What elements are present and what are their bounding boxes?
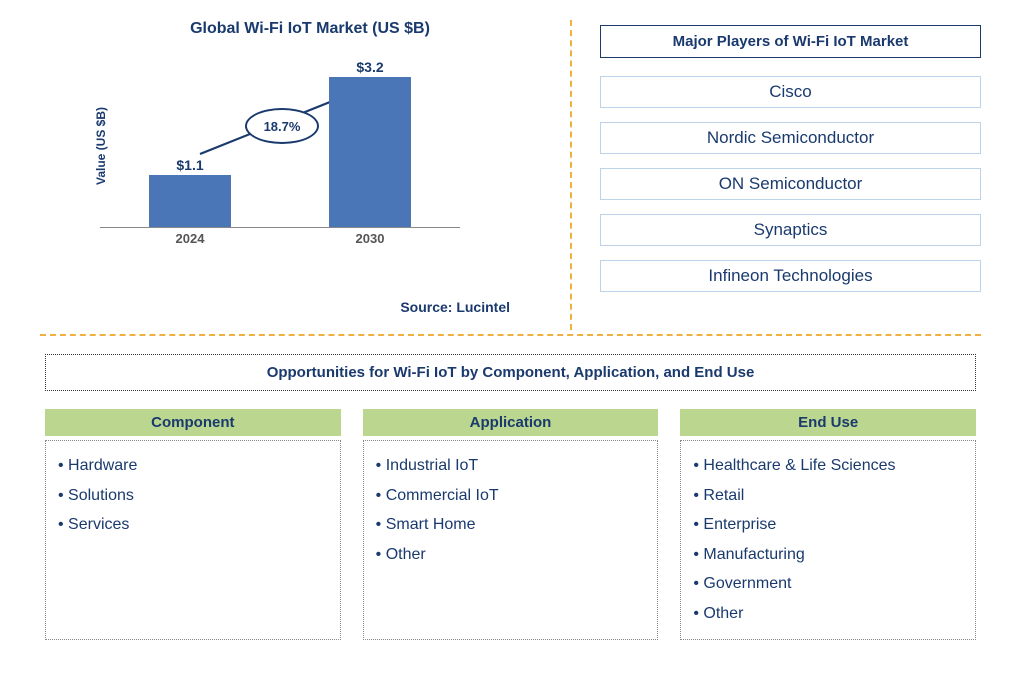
opportunity-column: Application • Industrial IoT• Commercial … bbox=[363, 409, 659, 640]
opportunity-column: Component • Hardware• Solutions• Services bbox=[45, 409, 341, 640]
list-item: • Retail bbox=[693, 481, 963, 511]
column-header: End Use bbox=[680, 409, 976, 436]
column-body: • Hardware• Solutions• Services bbox=[45, 440, 341, 640]
bar-value-label: $1.1 bbox=[176, 157, 203, 173]
list-item: • Services bbox=[58, 510, 328, 540]
list-item: • Healthcare & Life Sciences bbox=[693, 451, 963, 481]
list-item: • Enterprise bbox=[693, 510, 963, 540]
chart-area: Value (US $B) 18.7% $1.12024$3.22030 bbox=[100, 46, 460, 246]
player-item: Synaptics bbox=[600, 214, 981, 246]
opportunity-column: End Use • Healthcare & Life Sciences• Ret… bbox=[680, 409, 976, 640]
list-item: • Other bbox=[693, 599, 963, 629]
bar-value-label: $3.2 bbox=[356, 59, 383, 75]
column-header: Application bbox=[363, 409, 659, 436]
list-item: • Manufacturing bbox=[693, 540, 963, 570]
bar-x-label: 2030 bbox=[356, 231, 385, 246]
bar-group: $1.12024 bbox=[145, 157, 235, 227]
bar bbox=[329, 77, 411, 227]
list-item: • Hardware bbox=[58, 451, 328, 481]
bar-group: $3.22030 bbox=[325, 59, 415, 227]
chart-panel: Global Wi-Fi IoT Market (US $B) Value (U… bbox=[40, 20, 550, 330]
list-item: • Solutions bbox=[58, 481, 328, 511]
list-item: • Commercial IoT bbox=[376, 481, 646, 511]
chart-title: Global Wi-Fi IoT Market (US $B) bbox=[70, 20, 550, 38]
player-item: Infineon Technologies bbox=[600, 260, 981, 292]
player-item: ON Semiconductor bbox=[600, 168, 981, 200]
players-panel: Major Players of Wi-Fi IoT Market Cisco N… bbox=[550, 20, 981, 330]
list-item: • Smart Home bbox=[376, 510, 646, 540]
player-item: Nordic Semiconductor bbox=[600, 122, 981, 154]
column-body: • Industrial IoT• Commercial IoT• Smart … bbox=[363, 440, 659, 640]
opportunities-title: Opportunities for Wi-Fi IoT by Component… bbox=[45, 354, 976, 391]
source-label: Source: Lucintel bbox=[400, 299, 510, 315]
player-item: Cisco bbox=[600, 76, 981, 108]
bar bbox=[149, 175, 231, 227]
players-list: Cisco Nordic Semiconductor ON Semiconducto… bbox=[600, 76, 981, 292]
column-header: Component bbox=[45, 409, 341, 436]
bar-x-label: 2024 bbox=[176, 231, 205, 246]
bars-container: $1.12024$3.22030 bbox=[100, 68, 460, 228]
top-section: Global Wi-Fi IoT Market (US $B) Value (U… bbox=[40, 20, 981, 330]
horizontal-divider bbox=[40, 334, 981, 336]
column-body: • Healthcare & Life Sciences• Retail• En… bbox=[680, 440, 976, 640]
opportunities-columns: Component • Hardware• Solutions• Services… bbox=[40, 409, 981, 640]
list-item: • Industrial IoT bbox=[376, 451, 646, 481]
list-item: • Government bbox=[693, 569, 963, 599]
list-item: • Other bbox=[376, 540, 646, 570]
players-title: Major Players of Wi-Fi IoT Market bbox=[600, 25, 981, 58]
vertical-divider bbox=[570, 20, 572, 330]
